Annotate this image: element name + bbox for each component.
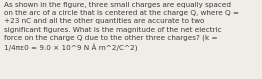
Text: As shown in the figure, three small charges are equally spaced
on the arc of a c: As shown in the figure, three small char… xyxy=(4,2,239,52)
